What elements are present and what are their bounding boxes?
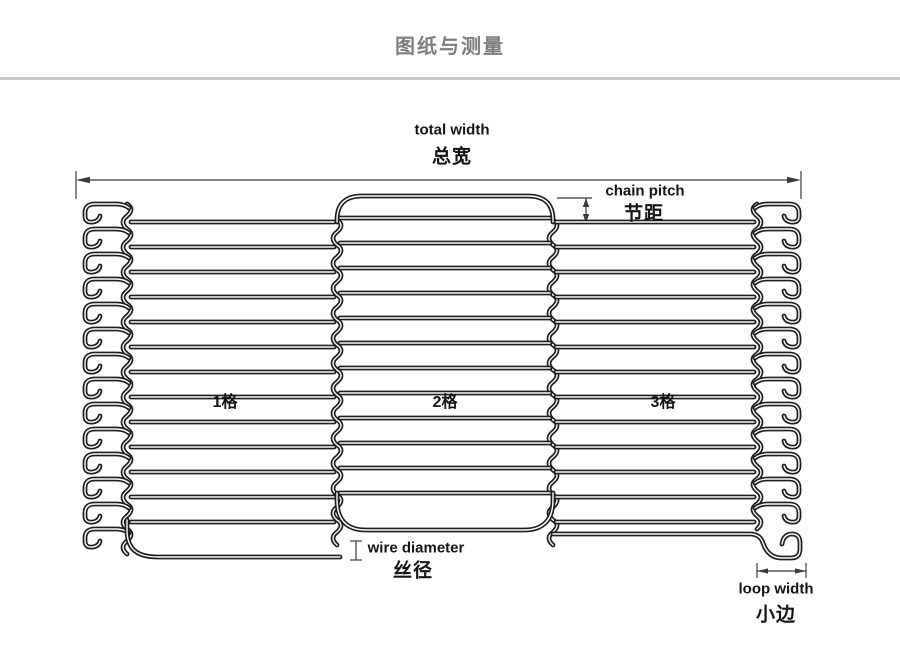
- wire-diameter-label-en: wire diameter: [367, 539, 465, 557]
- wire-diameter-label-zh: 丝径: [392, 560, 434, 582]
- chain-pitch-label-zh: 节距: [623, 203, 665, 225]
- header-divider: [0, 77, 900, 80]
- cell-1-label: 1格: [212, 394, 238, 411]
- cell-3-label: 3格: [650, 394, 676, 411]
- total-width-label-zh: 总宽: [431, 146, 473, 168]
- total-width-label-en: total width: [414, 121, 490, 139]
- page-title: 图纸与测量: [395, 36, 505, 58]
- loop-width-label-en: loop width: [738, 580, 814, 598]
- loop-width-label-zh: 小边: [755, 604, 797, 626]
- chain-pitch-label-en: chain pitch: [605, 182, 685, 200]
- cell-2-label: 2格: [432, 394, 458, 411]
